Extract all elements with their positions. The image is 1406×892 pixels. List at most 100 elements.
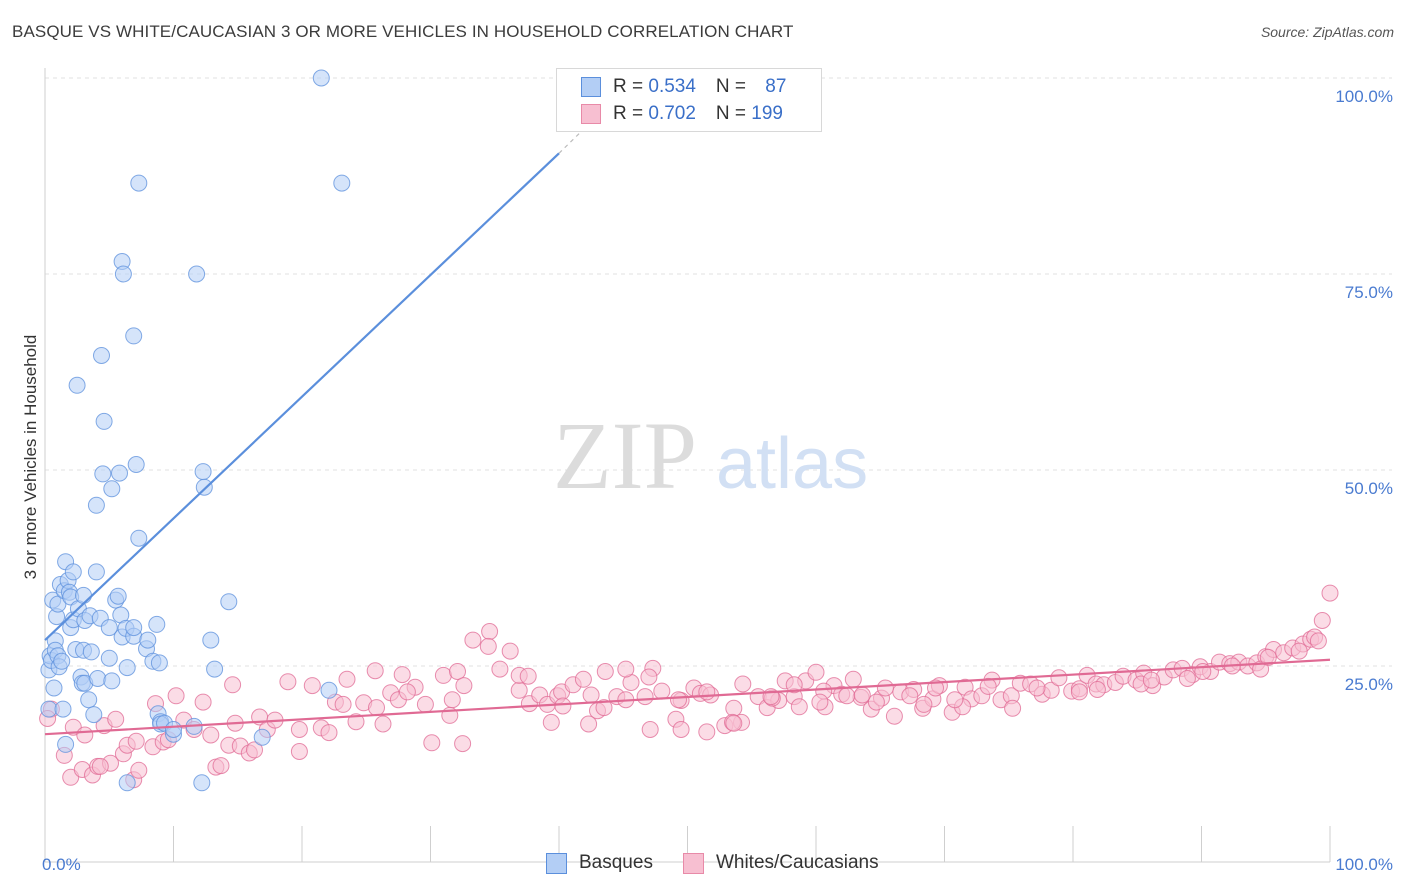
basque-point (45, 679, 63, 697)
legend-n-label: N = (715, 103, 752, 124)
white-point (725, 714, 743, 732)
basque-point (148, 615, 166, 633)
basque-point (87, 496, 105, 514)
basque-point (100, 649, 118, 667)
watermark-zip: ZIP (553, 402, 697, 509)
white-point (434, 666, 452, 684)
white-point (698, 723, 716, 741)
basque-point (220, 593, 238, 611)
white-trend-line (44, 658, 1331, 736)
white-point (334, 695, 352, 713)
y-tick-label: 100.0% (1335, 87, 1393, 106)
white-point (1252, 660, 1270, 678)
legend-swatch-basques (546, 852, 567, 874)
legend-r-label: R = (613, 76, 649, 97)
correlation-legend: R = 0.534 N = 87 R = 0.702 N = 199 (556, 68, 822, 132)
basque-point (75, 586, 92, 604)
data-points (39, 69, 1339, 792)
white-point (946, 691, 964, 709)
white-point (368, 699, 385, 717)
tick-labels: 25.0% 50.0% 75.0% 100.0% 0.0% 100.0% (42, 87, 1393, 874)
white-point (519, 667, 537, 685)
basque-point (188, 265, 206, 283)
basque-point (253, 728, 271, 746)
legend-row-basques: R = 0.534 N = 87 (581, 75, 786, 99)
white-point (725, 699, 743, 717)
white-point (347, 713, 365, 731)
white-point (194, 693, 212, 711)
white-point (867, 693, 885, 711)
white-point (290, 721, 308, 738)
white-point (617, 660, 635, 678)
white-point (670, 691, 687, 709)
white-point (130, 761, 148, 779)
white-point (640, 668, 658, 686)
white-point (423, 734, 441, 752)
basque-point (118, 774, 136, 792)
basque-point (89, 670, 107, 687)
basque-point (333, 174, 351, 192)
white-point (91, 757, 109, 775)
white-point (672, 721, 690, 738)
basque-point (118, 659, 136, 677)
legend-label-whites: Whites/Caucasians (715, 852, 879, 873)
white-point (279, 673, 297, 691)
white-point (1004, 699, 1022, 717)
white-point (374, 715, 392, 733)
white-point (838, 687, 856, 705)
legend-r-value: 0.534 (648, 76, 696, 97)
basque-point (85, 706, 103, 724)
legend-item-whites: Whites/Caucasians (682, 852, 879, 874)
white-point (785, 676, 803, 694)
basque-point (130, 174, 148, 192)
basque-point (93, 347, 110, 364)
series-legend: Basques Whites/Caucasians (546, 852, 909, 874)
white-point (1321, 584, 1339, 602)
white-point (398, 683, 416, 701)
grid (45, 77, 1392, 667)
basque-point (109, 587, 127, 605)
white-point (455, 677, 473, 695)
white-point (107, 710, 125, 728)
white-point (510, 681, 528, 699)
chart-title: BASQUE VS WHITE/CAUCASIAN 3 OR MORE VEHI… (12, 22, 794, 41)
white-point (416, 695, 434, 713)
basque-point (53, 652, 71, 670)
legend-r-value: 0.702 (648, 103, 696, 124)
white-point (481, 623, 499, 640)
basque-point (127, 456, 145, 473)
white-point (76, 726, 94, 744)
white-point (636, 688, 654, 706)
legend-r-label: R = (613, 103, 649, 124)
x-tick-label: 0.0% (42, 855, 81, 874)
y-tick-label: 25.0% (1345, 675, 1393, 694)
basque-point (125, 619, 143, 637)
white-point (1088, 681, 1106, 698)
basque-point (312, 69, 330, 87)
basque-point (320, 681, 338, 699)
basque-point (125, 327, 143, 345)
basque-point (206, 660, 224, 678)
white-point (246, 741, 263, 759)
basque-point (114, 265, 132, 283)
chart-source: Source: ZipAtlas.com (1260, 24, 1394, 40)
white-point (653, 682, 671, 700)
basque-point (150, 654, 168, 672)
white-point (1313, 612, 1331, 629)
white-point (811, 693, 829, 711)
white-point (807, 663, 825, 681)
legend-n-label: N = (715, 76, 752, 97)
white-point (853, 686, 871, 704)
white-point (844, 670, 862, 688)
legend-n-value: 87 (765, 76, 787, 97)
watermark-atlas: atlas (716, 424, 868, 504)
white-point (1070, 683, 1088, 701)
legend-row-whites: R = 0.702 N = 199 (581, 102, 783, 126)
legend-swatch-whites (682, 852, 704, 874)
y-axis-label: 3 or more Vehicles in Household (21, 335, 40, 580)
basque-point (103, 672, 121, 690)
basque-trend-line (44, 152, 560, 641)
white-point (595, 699, 613, 717)
basque-point (194, 463, 212, 481)
legend-n-value: 199 (751, 103, 783, 124)
